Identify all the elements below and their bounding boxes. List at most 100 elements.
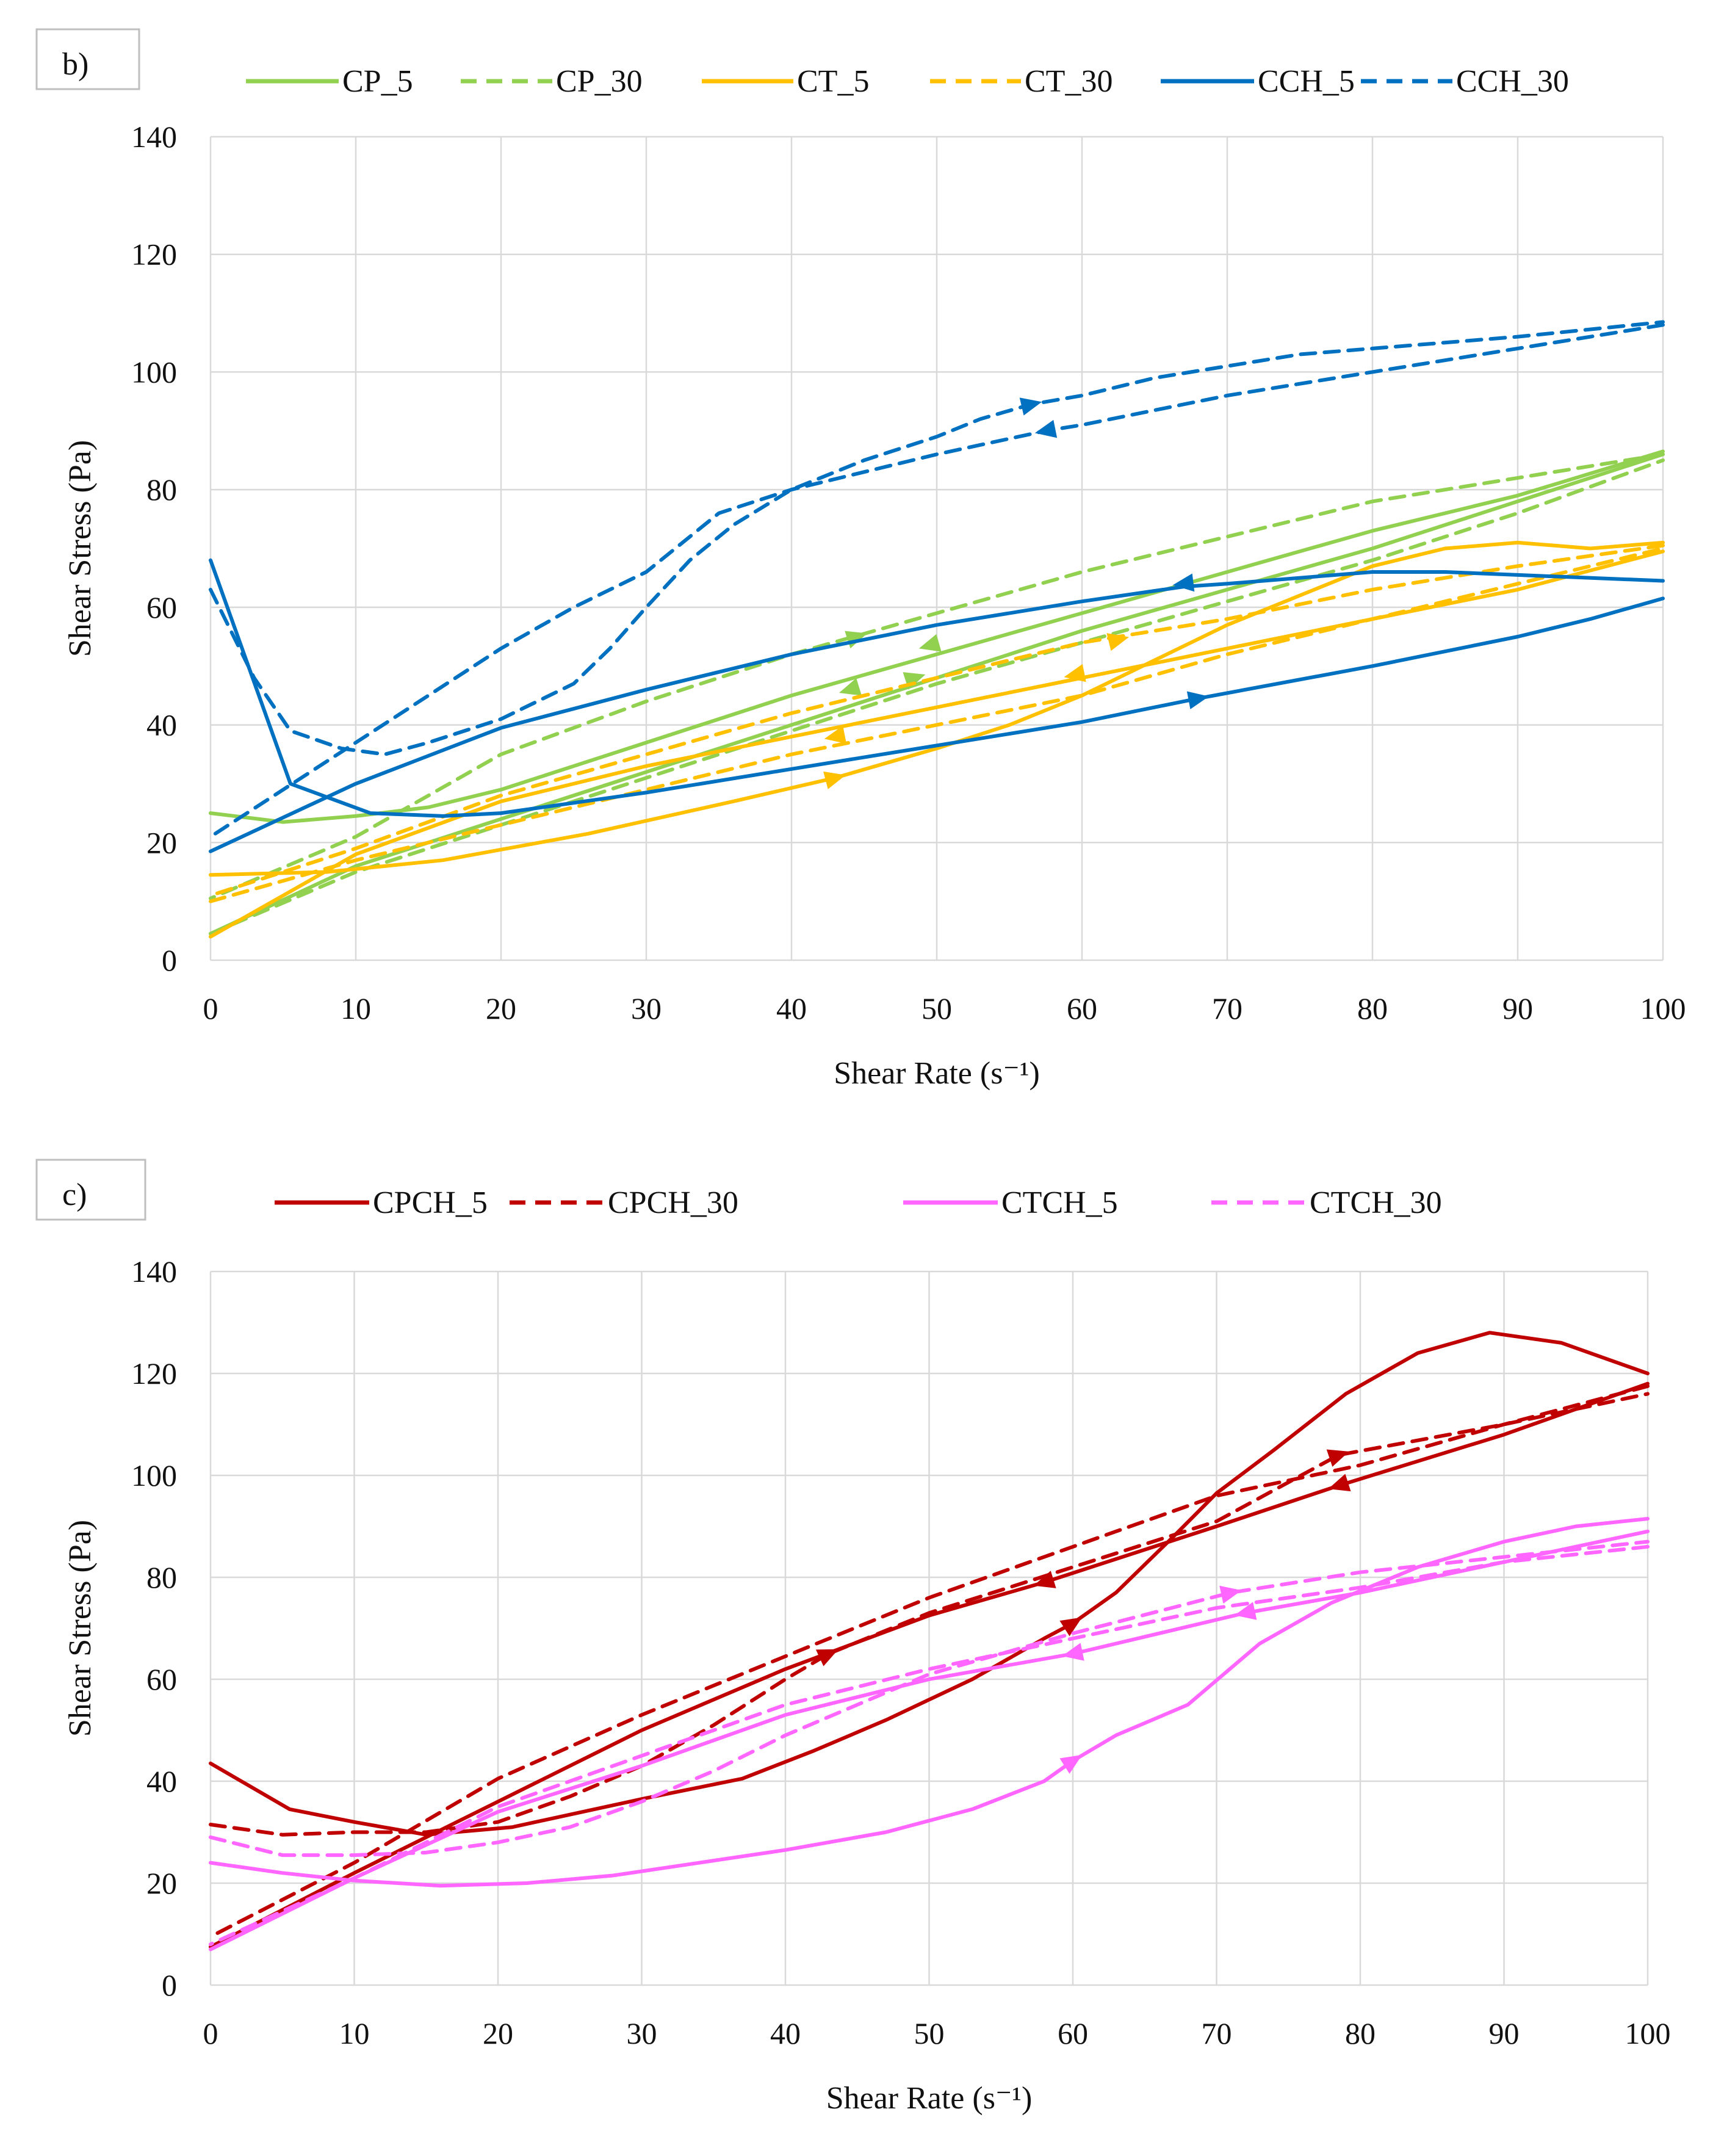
x-tick-label: 90 — [1489, 2016, 1520, 2050]
series-line-down — [209, 449, 1665, 824]
y-tick-label: 80 — [146, 1560, 177, 1594]
x-tick-label: 30 — [627, 2016, 657, 2050]
x-tick-label: 30 — [631, 991, 662, 1026]
direction-arrow-marker — [1062, 1643, 1084, 1661]
direction-arrow-marker — [1106, 633, 1129, 651]
x-tick-label: 20 — [486, 991, 516, 1026]
legend-label: CP_30 — [556, 64, 643, 99]
legend-label: CTCH_30 — [1310, 1185, 1442, 1220]
direction-arrow-marker — [1064, 664, 1086, 682]
x-axis-title: Shear Rate (s⁻¹) — [834, 1056, 1040, 1091]
series-line-up — [209, 546, 1665, 903]
x-tick-label: 10 — [339, 2016, 370, 2050]
x-tick-label: 0 — [203, 991, 218, 1026]
series-line-down — [209, 1381, 1650, 1949]
chart-panel-1: b) 0 10 20 30 40 50 60 70 80 90 100 0 20 40 60 80 100 120 1… — [35, 28, 1686, 1091]
legend-label: CT_5 — [797, 64, 869, 99]
y-tick-label: 140 — [131, 120, 177, 154]
direction-arrow-marker — [1059, 1617, 1083, 1637]
legend-label: CT_30 — [1025, 64, 1113, 99]
x-tick-label: 0 — [203, 2016, 218, 2050]
direction-arrow-marker — [1033, 1571, 1056, 1588]
y-tick-label: 40 — [146, 708, 177, 742]
x-tick-label: 80 — [1357, 991, 1388, 1026]
direction-arrow-marker — [1326, 1449, 1349, 1467]
direction-arrow-marker — [1328, 1474, 1351, 1492]
legend-label: CTCH_5 — [1001, 1185, 1118, 1220]
panel-label-box — [35, 28, 140, 90]
x-tick-label: 90 — [1502, 991, 1533, 1026]
x-tick-label: 100 — [1625, 2016, 1671, 2050]
series-line-up — [209, 458, 1665, 936]
series-line-up — [209, 558, 1665, 818]
direction-arrow-marker — [1234, 1602, 1257, 1620]
y-tick-label: 0 — [162, 1968, 177, 2002]
series-CPCH_30 — [209, 1384, 1650, 1939]
legend-label: CCH_5 — [1258, 64, 1355, 99]
y-tick-label: 80 — [146, 472, 177, 507]
legend-label: CPCH_30 — [608, 1185, 738, 1220]
y-tick-label: 100 — [131, 1458, 177, 1492]
direction-arrow-marker — [1019, 397, 1042, 416]
x-tick-label: 100 — [1640, 991, 1686, 1026]
direction-arrow-marker — [838, 678, 862, 696]
series-line-down — [209, 452, 1665, 900]
direction-arrow-marker — [918, 634, 942, 652]
panel-label: c) — [62, 1177, 87, 1212]
y-tick-label: 120 — [131, 237, 177, 272]
series-line-up — [209, 1392, 1650, 1837]
direction-arrow-marker — [1219, 1585, 1242, 1604]
panel-label: b) — [62, 47, 88, 82]
panel-label-box — [35, 1159, 146, 1221]
x-tick-label: 80 — [1345, 2016, 1376, 2050]
legend: CPCH_5 CPCH_30 CTCH_5 CTCH_30 — [275, 1185, 1442, 1220]
direction-arrow-marker — [823, 771, 846, 789]
direction-arrow-marker — [1034, 419, 1058, 438]
chart-panel-2: c) 0 10 20 30 40 50 60 70 80 90 100 0 20 40 60 80 100 120 1… — [35, 1159, 1671, 2116]
direction-arrow-marker — [845, 631, 868, 649]
y-tick-label: 20 — [146, 825, 177, 859]
series-line-down — [209, 1384, 1650, 1939]
direction-arrow-marker — [1172, 573, 1195, 592]
y-tick-label: 120 — [131, 1356, 177, 1391]
x-tick-label: 20 — [483, 2016, 513, 2050]
y-tick-label: 140 — [131, 1254, 177, 1289]
y-tick-label: 0 — [162, 943, 177, 977]
series-line-down — [209, 543, 1665, 897]
series-line-down — [209, 1544, 1650, 1947]
x-tick-label: 50 — [914, 2016, 945, 2050]
gridlines — [209, 136, 1664, 961]
direction-arrow-marker — [824, 725, 847, 744]
series-line-up — [209, 1517, 1650, 1888]
x-tick-label: 60 — [1067, 991, 1097, 1026]
direction-arrow-marker — [1186, 691, 1210, 709]
series-CCH_5 — [209, 558, 1665, 853]
x-tick-label: 40 — [770, 2016, 801, 2050]
x-tick-label: 60 — [1058, 2016, 1088, 2050]
x-tick-label: 10 — [341, 991, 371, 1026]
series-line-up — [209, 1539, 1650, 1858]
series-CTCH_5 — [209, 1517, 1650, 1952]
y-tick-label: 100 — [131, 355, 177, 389]
legend-label: CCH_30 — [1456, 64, 1569, 99]
direction-arrow-marker — [815, 1649, 839, 1666]
gridlines — [209, 1270, 1649, 1986]
y-axis-title: Shear Stress (Pa) — [63, 1520, 98, 1737]
series-line-down — [209, 570, 1665, 853]
x-tick-label: 70 — [1202, 2016, 1232, 2050]
y-tick-label: 40 — [146, 1764, 177, 1798]
legend-label: CPCH_5 — [373, 1185, 488, 1220]
series-line-up — [209, 320, 1665, 756]
series-line-down — [209, 323, 1665, 839]
x-tick-label: 50 — [921, 991, 952, 1026]
x-tick-label: 70 — [1212, 991, 1242, 1026]
y-tick-label: 60 — [146, 1662, 177, 1696]
legend-label: CP_5 — [342, 64, 413, 99]
y-tick-label: 60 — [146, 590, 177, 624]
y-axis-title: Shear Stress (Pa) — [63, 440, 98, 657]
y-tick-label: 20 — [146, 1866, 177, 1900]
legend: CP_5 CP_30 CT_5 CT_30 CCH_5 CCH_30 — [246, 64, 1569, 99]
series-CTCH_30 — [209, 1539, 1650, 1947]
series-CT_30 — [209, 543, 1665, 903]
